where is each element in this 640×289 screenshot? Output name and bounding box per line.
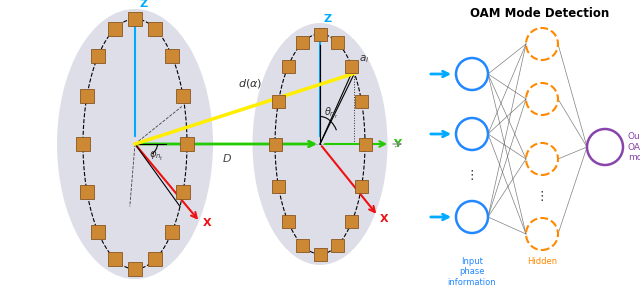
Bar	[269, 138, 282, 151]
Text: Input
phase
information: Input phase information	[448, 257, 496, 287]
Bar	[80, 89, 94, 103]
Bar	[282, 215, 294, 228]
Text: $a_i$: $a_i$	[360, 53, 370, 65]
Bar	[148, 21, 162, 36]
Bar	[346, 215, 358, 228]
Ellipse shape	[57, 9, 213, 279]
Text: $\varphi_{n_t}$: $\varphi_{n_t}$	[149, 150, 164, 163]
Bar	[272, 95, 285, 108]
Text: $d(\alpha)$: $d(\alpha)$	[237, 77, 262, 90]
Bar	[176, 89, 190, 103]
Bar	[180, 137, 194, 151]
Bar	[331, 36, 344, 49]
Text: X: X	[203, 218, 212, 228]
Bar	[148, 253, 162, 266]
Text: ⋮: ⋮	[466, 169, 478, 182]
Bar	[80, 185, 94, 199]
Bar	[92, 225, 105, 239]
Bar	[108, 21, 122, 36]
Bar	[92, 49, 105, 63]
Text: ⋮: ⋮	[536, 190, 548, 203]
Text: Z: Z	[139, 0, 147, 9]
Text: D: D	[223, 154, 232, 164]
Bar	[108, 253, 122, 266]
Bar	[331, 239, 344, 252]
Bar	[358, 138, 371, 151]
Bar	[355, 95, 368, 108]
Bar	[296, 36, 309, 49]
Text: Output
OAM
mode: Output OAM mode	[628, 132, 640, 162]
Bar	[282, 60, 294, 73]
Text: X: X	[380, 214, 388, 224]
Bar	[296, 239, 309, 252]
Bar	[164, 49, 179, 63]
Bar	[128, 12, 142, 26]
Bar	[164, 225, 179, 239]
Text: OAM Mode Detection: OAM Mode Detection	[470, 7, 610, 20]
Bar	[314, 247, 326, 260]
Ellipse shape	[253, 23, 387, 265]
Bar	[346, 60, 358, 73]
Text: $\theta_{n_r}$: $\theta_{n_r}$	[324, 106, 339, 121]
Text: Z: Z	[324, 14, 332, 24]
Bar	[355, 179, 368, 192]
Bar	[128, 262, 142, 276]
Bar	[272, 179, 285, 192]
Bar	[76, 137, 90, 151]
Bar	[314, 27, 326, 40]
Bar	[176, 185, 190, 199]
Text: Hidden: Hidden	[527, 257, 557, 266]
Text: Y: Y	[393, 139, 401, 149]
